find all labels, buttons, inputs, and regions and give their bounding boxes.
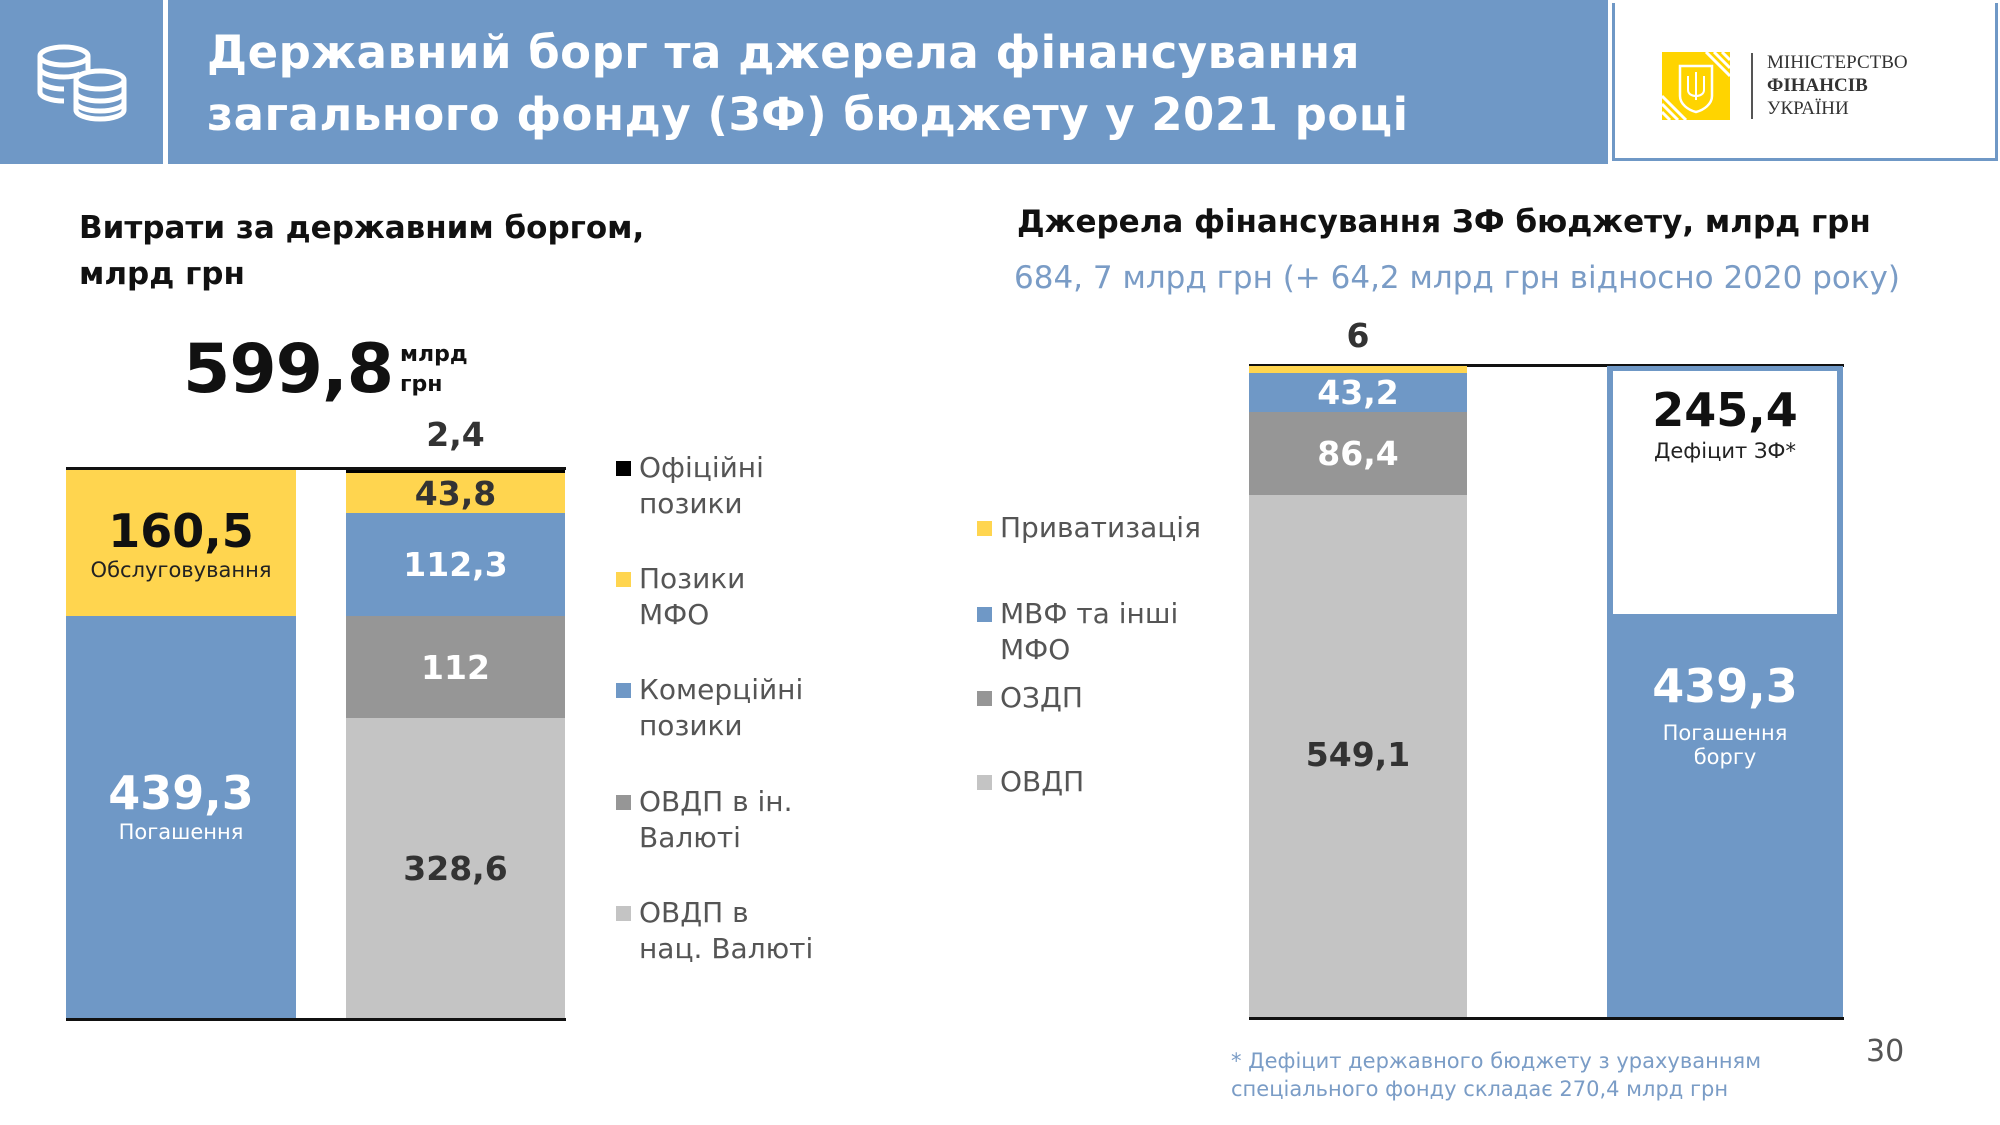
legend-ovdp: ОВДП xyxy=(977,764,1084,800)
legend-privatization: Приватизація xyxy=(977,510,1201,546)
legend-swatch-icon xyxy=(616,906,631,921)
legend-ifi-loans: Позики МФО xyxy=(616,561,745,633)
title-banner: Державний борг та джерела фінансування з… xyxy=(168,0,1608,164)
privatization-value: 6 xyxy=(1346,316,1370,355)
legend-swatch-icon xyxy=(616,572,631,587)
segment-ozdp: 86,4 xyxy=(1249,412,1467,495)
legend-swatch-icon xyxy=(616,795,631,810)
legend-label: ОВДП в xyxy=(639,896,749,929)
legend-swatch-icon xyxy=(616,683,631,698)
legend-label: ОВДП xyxy=(1000,765,1085,798)
deficit-label: Дефіцит ЗФ* xyxy=(1653,439,1796,463)
bar-funding-sources: 43,2 86,4 549,1 xyxy=(1249,366,1467,1017)
page-number: 30 xyxy=(1866,1034,1905,1069)
slide-title: Державний борг та джерела фінансування з… xyxy=(207,22,1409,146)
segment-privatization xyxy=(1249,366,1467,373)
coins-stack-icon xyxy=(37,44,126,122)
left-chart-heading: Витрати за державним боргом, млрд грн xyxy=(79,205,644,297)
right-chart-heading: Джерела фінансування ЗФ бюджету, млрд гр… xyxy=(1017,204,1871,240)
unit-line-1: млрд xyxy=(400,342,468,367)
legend-label: позики xyxy=(639,487,743,520)
repayment-label: Погашення xyxy=(118,820,244,844)
segment-official-loans xyxy=(346,470,565,473)
left-heading-line-1: Витрати за державним боргом, xyxy=(79,210,645,246)
ovdp-uah-value: 328,6 xyxy=(403,848,508,888)
title-line-1: Державний борг та джерела фінансування xyxy=(207,26,1361,79)
unit-line-2: грн xyxy=(400,372,443,397)
legend-label: МФО xyxy=(639,598,710,631)
legend-commercial-loans: Комерційні позики xyxy=(616,672,803,744)
official-loans-value: 2,4 xyxy=(426,415,485,454)
legend-label: Комерційні xyxy=(639,673,804,706)
deficit-value: 245,4 xyxy=(1652,383,1798,437)
segment-repayment: 439,3 Погашення xyxy=(66,616,296,1018)
legend-swatch-icon xyxy=(977,521,992,536)
legend-ovdp-fx: ОВДП в ін. Валюті xyxy=(616,784,792,856)
legend-label: МВФ та інші xyxy=(1000,597,1179,630)
bar-funding-uses: 245,4 Дефіцит ЗФ* 439,3 Погашення боргу xyxy=(1607,366,1843,1017)
left-heading-line-2: млрд грн xyxy=(79,256,245,292)
segment-ovdp-fx: 112 xyxy=(346,616,565,718)
logo-line-3: УКРАЇНИ xyxy=(1767,98,1849,119)
logo-line-1: МІНІСТЕРСТВО xyxy=(1767,52,1908,73)
legend-swatch-icon xyxy=(977,691,992,706)
ifi-value: 43,8 xyxy=(414,473,497,513)
segment-ovdp: 549,1 xyxy=(1249,495,1467,1017)
legend-official-loans: Офіційні позики xyxy=(616,450,764,522)
legend-label: Приватизація xyxy=(1000,511,1201,544)
service-value: 160,5 xyxy=(108,504,254,558)
right-chart-baseline xyxy=(1249,1017,1844,1020)
segment-ifi-loans: 43,8 xyxy=(346,473,565,513)
trident-emblem-icon xyxy=(1662,52,1730,120)
ministry-logo: МІНІСТЕРСТВО ФІНАНСІВ УКРАЇНИ xyxy=(1612,3,1998,161)
legend-swatch-icon xyxy=(616,461,631,476)
total-unit: млрд грн xyxy=(400,340,468,400)
segment-service: 160,5 Обслуговування xyxy=(66,470,296,616)
ovdp-value: 549,1 xyxy=(1305,735,1411,774)
bar-debt-structure: 160,5 Обслуговування 439,3 Погашення xyxy=(66,470,296,1018)
legend-label: Офіційні xyxy=(639,451,764,484)
segment-deficit: 245,4 Дефіцит ЗФ* xyxy=(1613,371,1837,614)
right-chart-subtitle: 684, 7 млрд грн (+ 64,2 млрд грн відносн… xyxy=(1014,260,1900,296)
debt-repayment-label-2: боргу xyxy=(1693,745,1757,769)
legend-ozdp: ОЗДП xyxy=(977,680,1083,716)
segment-imf: 43,2 xyxy=(1249,373,1467,412)
left-chart-baseline xyxy=(66,1018,566,1021)
segment-ovdp-uah: 328,6 xyxy=(346,718,565,1018)
logo-text: МІНІСТЕРСТВО ФІНАНСІВ УКРАЇНИ xyxy=(1767,51,1908,120)
legend-ovdp-uah: ОВДП в нац. Валюті xyxy=(616,895,813,967)
ozdp-value: 86,4 xyxy=(1317,434,1399,473)
ovdp-fx-value: 112 xyxy=(421,647,490,687)
title-line-2: загального фонду (ЗФ) бюджету у 2021 роц… xyxy=(207,88,1409,141)
legend-swatch-icon xyxy=(977,775,992,790)
legend-label: МФО xyxy=(1000,633,1071,666)
footnote-line-2: спеціального фонду складає 270,4 млрд гр… xyxy=(1231,1077,1729,1101)
footnote: * Дефіцит державного бюджету з урахуванн… xyxy=(1231,1047,1761,1103)
legend-swatch-icon xyxy=(977,607,992,622)
service-label: Обслуговування xyxy=(90,558,272,582)
footnote-line-1: * Дефіцит державного бюджету з урахуванн… xyxy=(1231,1049,1762,1073)
debt-repayment-label-1: Погашення xyxy=(1662,721,1788,745)
bar-debt-instruments: 43,8 112,3 112 328,6 xyxy=(346,470,565,1018)
imf-value: 43,2 xyxy=(1317,373,1399,412)
logo-separator xyxy=(1751,53,1753,119)
header-icon-box xyxy=(0,0,163,164)
repayment-value: 439,3 xyxy=(108,766,254,820)
legend-label: Позики xyxy=(639,562,746,595)
debt-repayment-value: 439,3 xyxy=(1652,659,1798,713)
right-chart-top-line xyxy=(1249,364,1844,367)
legend-label: ОЗДП xyxy=(1000,681,1083,714)
legend-label: нац. Валюті xyxy=(639,932,814,965)
commercial-value: 112,3 xyxy=(403,545,508,584)
legend-label: Валюті xyxy=(639,821,741,854)
segment-commercial-loans: 112,3 xyxy=(346,513,565,616)
logo-line-2: ФІНАНСІВ xyxy=(1767,75,1868,96)
slide-header: Державний борг та джерела фінансування з… xyxy=(0,0,2000,164)
debt-expenses-total: 599,8 xyxy=(183,330,394,409)
legend-label: позики xyxy=(639,709,743,742)
legend-label: ОВДП в ін. xyxy=(639,785,793,818)
left-chart-top-line xyxy=(66,467,566,470)
legend-imf: МВФ та інші МФО xyxy=(977,596,1178,668)
segment-debt-repayment: 439,3 Погашення боргу xyxy=(1607,614,1843,1017)
